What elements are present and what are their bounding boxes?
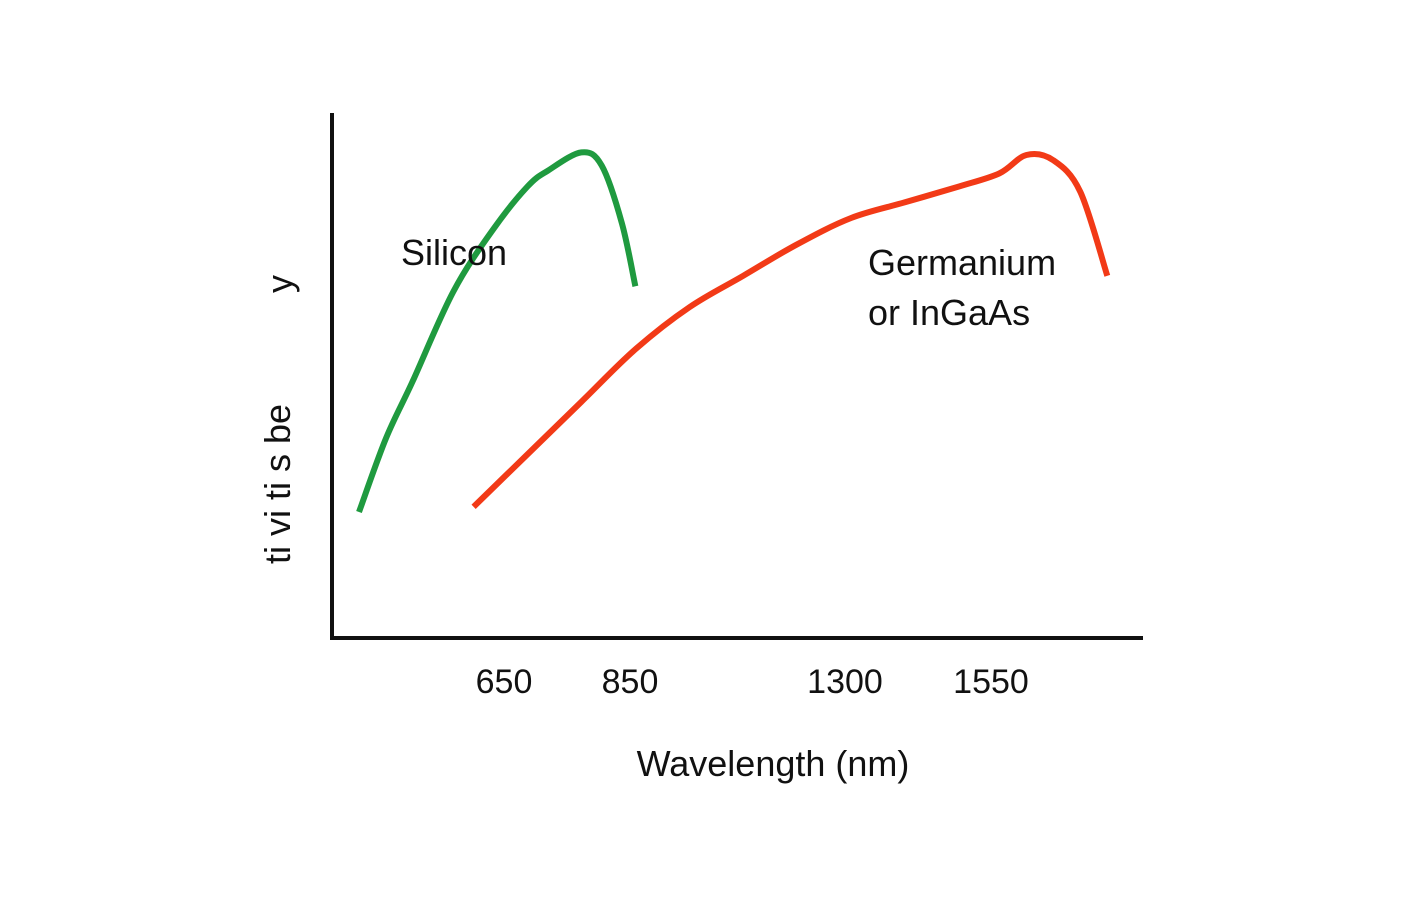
germanium-label: Germanium bbox=[868, 242, 1056, 283]
x-tick-label-650: 650 bbox=[476, 663, 533, 701]
x-tick-label-850: 850 bbox=[602, 663, 659, 701]
ingaas-label: or InGaAs bbox=[868, 292, 1030, 333]
x-tick-label-1300: 1300 bbox=[807, 663, 883, 701]
x-axis-title: Wavelength (nm) bbox=[637, 743, 910, 784]
y-axis-title-fragment-bottom: ti vi ti s be bbox=[257, 404, 298, 564]
silicon-curve bbox=[356, 149, 639, 514]
y-axis-title-fragment-top: y bbox=[259, 275, 300, 293]
x-tick-label-1550: 1550 bbox=[953, 663, 1029, 701]
germanium-ingaas-curve bbox=[471, 151, 1111, 509]
silicon-label: Silicon bbox=[401, 232, 507, 273]
